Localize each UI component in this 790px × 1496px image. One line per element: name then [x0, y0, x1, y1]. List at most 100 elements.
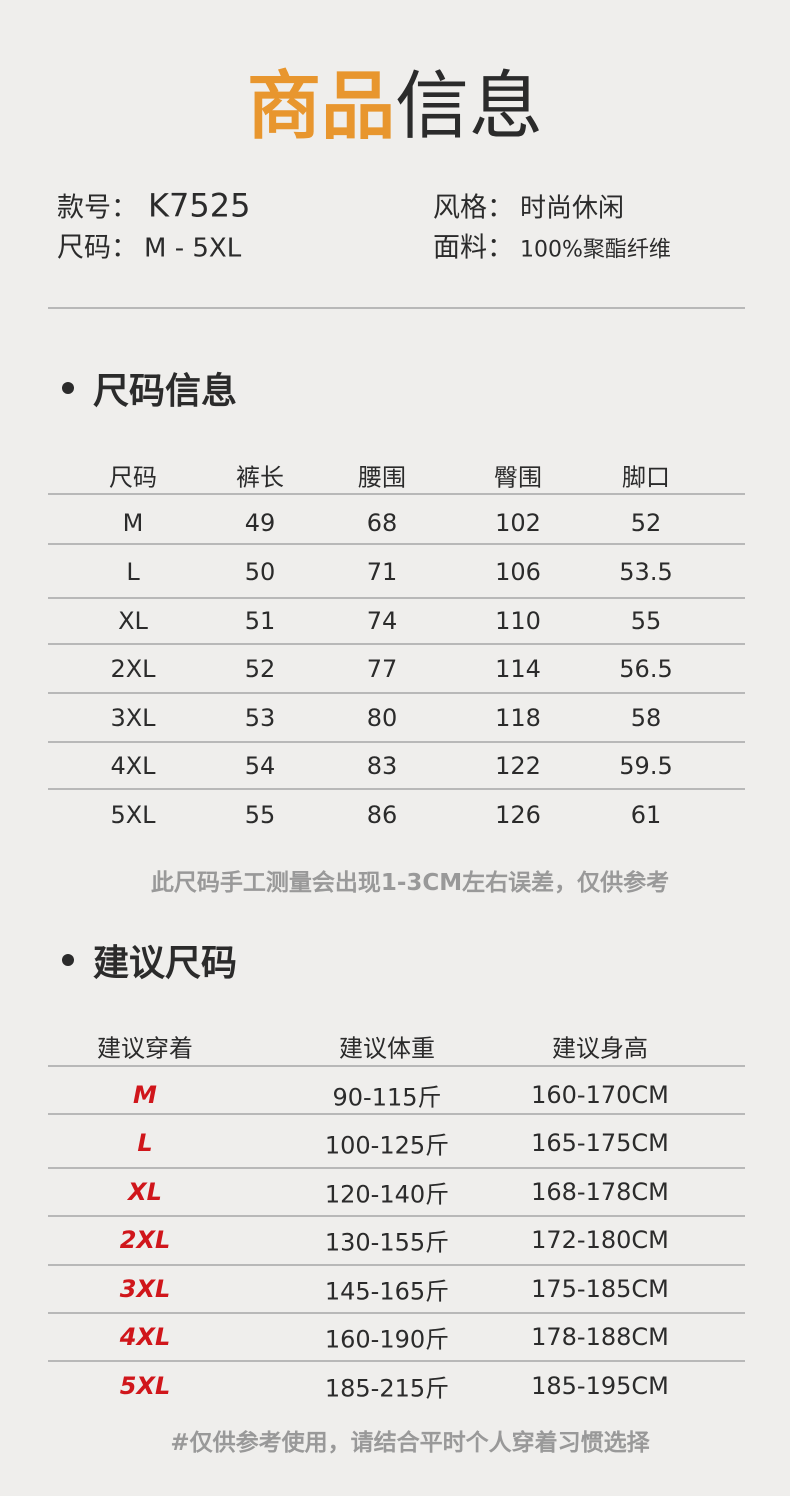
table-cell: 3XL [110, 704, 156, 732]
table-cell: XL [128, 1178, 162, 1206]
row-line [48, 1065, 745, 1067]
info-label: 款号： [57, 192, 138, 224]
table-cell: 118 [495, 704, 541, 732]
info-value: 100%聚酯纤维 [520, 237, 671, 263]
table-header: 建议身高 [552, 1034, 648, 1063]
table-cell: 5XL [110, 801, 156, 829]
table-cell: 106 [495, 558, 541, 586]
row-line [48, 643, 745, 645]
table-cell: 160-190斤 [324, 1325, 450, 1354]
table-cell: M [133, 1081, 157, 1109]
table-cell: 5XL [119, 1372, 171, 1400]
info-value: K7525 [148, 186, 251, 225]
row-line [48, 1360, 745, 1362]
table-cell: 2XL [119, 1226, 171, 1254]
row-line [48, 1312, 745, 1314]
table-note: #仅供参考使用，请结合平时个人穿着习惯选择 [170, 1430, 650, 1456]
table-cell: 54 [244, 752, 276, 780]
info-item: 尺码： M - 5XL [57, 226, 241, 265]
table-cell: 145-165斤 [324, 1277, 450, 1306]
section-dot [62, 382, 74, 394]
table-cell: 122 [495, 752, 541, 780]
table-cell: 4XL [119, 1323, 171, 1351]
table-cell: 74 [366, 607, 398, 635]
table-note: 此尺码手工测量会出现1-3CM左右误差，仅供参考 [150, 870, 670, 896]
table-header: 臀围 [494, 463, 542, 492]
table-cell: 185-195CM [531, 1372, 669, 1400]
table-cell: 86 [366, 801, 398, 829]
info-item: 风格： 时尚休闲 [433, 186, 624, 225]
table-cell: 61 [630, 801, 662, 829]
info-label: 尺码： [57, 232, 138, 264]
table-cell: M [122, 509, 144, 537]
section-title: 建议尺码 [93, 943, 238, 984]
table-cell: 55 [630, 607, 662, 635]
table-cell: 80 [366, 704, 398, 732]
info-item: 面料： 100%聚酯纤维 [433, 226, 671, 265]
title-rest: 信息 [395, 63, 543, 150]
row-line [48, 741, 745, 743]
info-label: 风格： [433, 192, 514, 224]
info-value: M - 5XL [144, 233, 242, 264]
row-line [48, 692, 745, 694]
row-line [48, 1264, 745, 1266]
table-cell: 114 [495, 655, 541, 683]
table-header: 裤长 [236, 463, 284, 492]
table-cell: 52 [244, 655, 276, 683]
table-cell: 120-140斤 [324, 1180, 450, 1209]
table-cell: 53 [244, 704, 276, 732]
row-line [48, 1113, 745, 1115]
table-cell: 160-170CM [531, 1081, 669, 1109]
table-cell: 90-115斤 [332, 1083, 442, 1112]
table-cell: 100-125斤 [324, 1131, 450, 1160]
table-cell: 77 [366, 655, 398, 683]
table-header: 建议穿着 [97, 1034, 193, 1063]
row-line [48, 493, 745, 495]
table-cell: 185-215斤 [324, 1374, 450, 1403]
table-cell: 130-155斤 [324, 1228, 450, 1257]
table-cell: 2XL [110, 655, 156, 683]
table-cell: 71 [366, 558, 398, 586]
section-title: 尺码信息 [93, 371, 238, 412]
info-value: 时尚休闲 [520, 193, 625, 224]
table-cell: 52 [630, 509, 662, 537]
table-cell: 49 [244, 509, 276, 537]
table-cell: 53.5 [619, 558, 673, 586]
table-cell: 168-178CM [531, 1178, 669, 1206]
table-cell: 68 [366, 509, 398, 537]
table-cell: 51 [244, 607, 276, 635]
row-line [48, 543, 745, 545]
table-cell: 4XL [110, 752, 156, 780]
table-cell: 83 [366, 752, 398, 780]
title-accent: 商品 [247, 63, 395, 150]
info-label: 面料： [433, 232, 514, 264]
table-header: 腰围 [358, 463, 406, 492]
table-cell: L [137, 1129, 153, 1157]
row-line [48, 1167, 745, 1169]
table-header: 脚口 [622, 463, 670, 492]
table-cell: 56.5 [619, 655, 673, 683]
row-line [48, 788, 745, 790]
table-cell: 58 [630, 704, 662, 732]
title: 商品信息 [247, 47, 543, 154]
table-cell: 110 [495, 607, 541, 635]
table-cell: 3XL [119, 1275, 171, 1303]
table-cell: 165-175CM [531, 1129, 669, 1157]
table-cell: 55 [244, 801, 276, 829]
table-cell: L [126, 558, 140, 586]
info-item: 款号： K7525 [57, 186, 250, 225]
table-cell: 178-188CM [531, 1323, 669, 1351]
table-cell: 102 [495, 509, 541, 537]
table-cell: 172-180CM [531, 1226, 669, 1254]
row-line [48, 597, 745, 599]
table-cell: 175-185CM [531, 1275, 669, 1303]
table-cell: 59.5 [619, 752, 673, 780]
table-cell: XL [118, 607, 148, 635]
divider [48, 307, 745, 309]
table-cell: 50 [244, 558, 276, 586]
section-dot [62, 954, 74, 966]
table-header: 建议体重 [339, 1034, 435, 1063]
row-line [48, 1215, 745, 1217]
table-header: 尺码 [109, 463, 157, 492]
